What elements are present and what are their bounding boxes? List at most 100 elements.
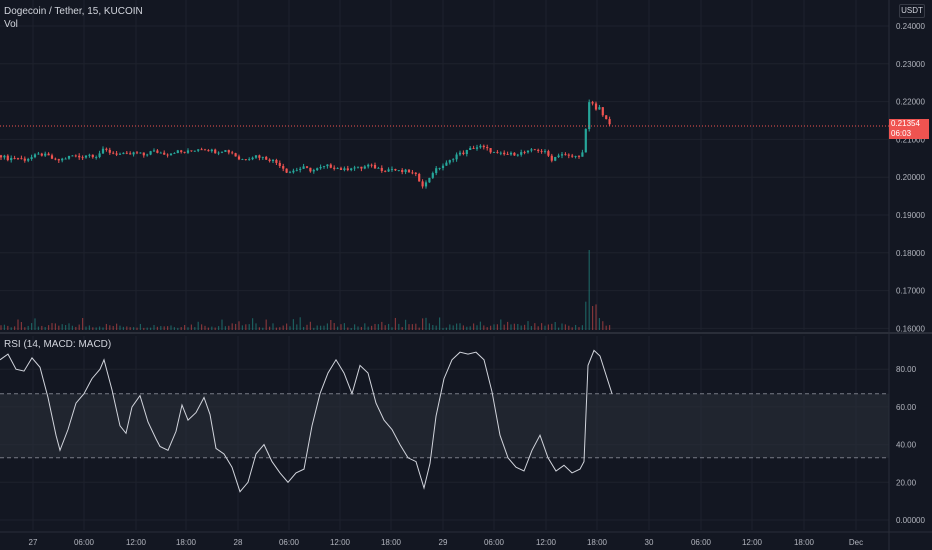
volume-bar: [568, 325, 570, 330]
price-axis[interactable]: 0.24000 0.23000 0.22000 0.21000 0.20000 0.190…: [896, 22, 925, 525]
volume-bar: [609, 325, 611, 330]
volume-bar: [578, 327, 580, 330]
volume-bar: [235, 323, 237, 330]
candle-body: [101, 148, 105, 154]
candle-body: [78, 155, 81, 158]
candle-body: [10, 158, 13, 161]
candle-body: [214, 149, 217, 154]
volume-bar: [388, 323, 390, 330]
candle-body: [299, 168, 302, 170]
candle-body: [118, 153, 122, 155]
candle-body: [149, 151, 152, 155]
rsi-line: [0, 349, 613, 493]
candle-body: [329, 164, 332, 168]
volume-bar: [95, 327, 97, 330]
currency-badge[interactable]: USDT: [899, 4, 925, 18]
volume-bar: [360, 326, 362, 330]
volume-bar: [143, 327, 145, 330]
price-tick-label: 0.24000: [896, 22, 925, 31]
candle-body: [44, 153, 47, 156]
volume-bar: [323, 325, 325, 330]
volume-bar: [520, 325, 522, 330]
volume-bar: [551, 323, 553, 330]
candle-body: [54, 158, 57, 160]
candle-body: [258, 155, 261, 158]
candle-body: [207, 150, 210, 152]
volume-bar: [571, 327, 573, 330]
volume-bar: [585, 301, 587, 330]
volume-bar: [408, 324, 410, 330]
candle-body: [210, 149, 213, 152]
candle-body: [316, 168, 319, 171]
symbol-legend[interactable]: Dogecoin / Tether, 15, KUCOIN: [4, 6, 143, 17]
candle-body: [350, 168, 353, 171]
volume-bar: [272, 323, 274, 330]
volume-bar: [354, 324, 356, 330]
candle-body: [13, 158, 16, 159]
rsi-series-line: [0, 349, 613, 493]
volume-bar: [252, 318, 254, 330]
candle-body: [163, 152, 166, 155]
volume-bar: [544, 325, 546, 330]
time-axis[interactable]: 27 06:00 12:00 18:00 28 06:00 12:00 18:00 29 06:0…: [29, 538, 864, 547]
volume-bar: [364, 323, 366, 330]
volume-bar: [286, 323, 288, 330]
price-tick-label: 0.18000: [896, 249, 925, 258]
candle-body: [336, 168, 339, 170]
time-tick-label: 28: [234, 538, 243, 547]
candle-body: [516, 154, 519, 156]
candle-body: [479, 145, 482, 148]
volume-bar: [102, 327, 104, 330]
last-price-tag: 0.21354 06:03: [889, 119, 929, 139]
candle-body: [339, 168, 343, 170]
candle-body: [190, 150, 193, 152]
candle-body: [574, 156, 577, 157]
rsi-legend[interactable]: RSI (14, MACD: MACD): [4, 339, 112, 350]
volume-bar: [51, 323, 53, 330]
time-tick-label: 27: [29, 538, 38, 547]
volume-bar: [163, 326, 165, 330]
candle-body: [112, 152, 115, 154]
volume-bar: [24, 327, 26, 330]
price-tick-label: 0.20000: [896, 173, 925, 182]
volume-bar: [326, 323, 328, 330]
rsi-tick-label: 60.00: [896, 403, 917, 412]
candle-body: [220, 151, 224, 153]
volume-bar: [391, 327, 393, 330]
volume-bar: [534, 323, 536, 330]
volume-bar: [153, 325, 155, 330]
volume-legend[interactable]: Vol: [4, 19, 18, 30]
volume-bar: [377, 324, 379, 330]
volume-bar: [496, 324, 498, 330]
candle-body: [506, 154, 509, 155]
volume-bar: [68, 323, 70, 330]
candle-body: [183, 151, 186, 153]
candle-body: [465, 149, 468, 155]
volume-bar: [58, 325, 60, 330]
volume-bar: [7, 325, 9, 330]
candle-body: [71, 155, 74, 157]
candle-body: [278, 162, 281, 167]
candle-body: [581, 152, 584, 157]
candle-body: [554, 156, 557, 161]
volume-bar: [595, 304, 597, 330]
volume-bar: [41, 325, 43, 330]
candle-body: [81, 157, 84, 159]
volume-bar: [92, 327, 94, 330]
candle-body: [115, 153, 118, 155]
candle-body: [384, 170, 387, 172]
volume-bar: [126, 326, 128, 330]
volume-bar: [367, 326, 369, 330]
volume-bar: [456, 323, 458, 330]
candle-body: [445, 162, 448, 166]
candle-body: [91, 154, 94, 158]
candle-body: [322, 166, 326, 168]
volume-bar: [221, 319, 223, 330]
candle-body: [217, 152, 220, 154]
volume-bar: [184, 325, 186, 330]
volume-bar: [0, 325, 2, 330]
volume-bar: [34, 318, 36, 330]
candle-body: [601, 107, 604, 116]
volume-bar: [524, 324, 526, 330]
